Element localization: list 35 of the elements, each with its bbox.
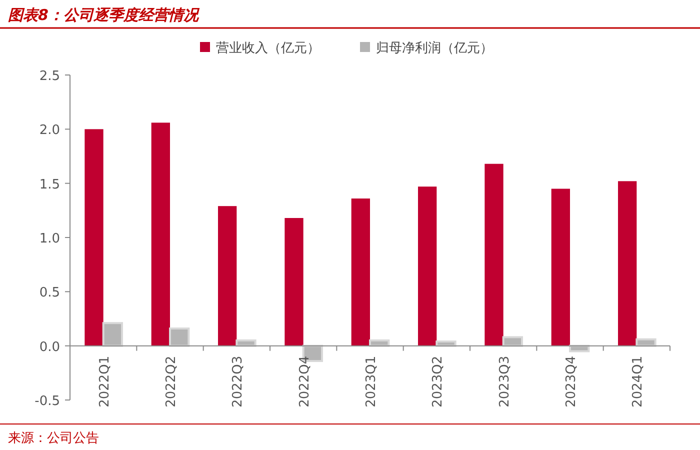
legend-label: 营业收入（亿元） [216,41,320,56]
x-tick-label: 2022Q1 [97,356,112,408]
x-tick-label: 2023Q4 [564,356,579,408]
bar [169,328,190,347]
bar [284,218,304,346]
legend-label: 归母净利润（亿元） [376,41,493,56]
x-tick-label: 2024Q1 [630,356,646,408]
source-note: 来源：公司公告 [8,431,99,446]
bar [484,164,504,346]
bar [102,322,123,347]
x-tick-label: 2023Q1 [364,356,379,408]
bar [618,181,637,346]
bar [236,339,256,347]
bar [351,198,370,346]
y-tick-label: 0.5 [39,286,60,301]
y-tick-label: 1.0 [39,232,60,246]
y-tick-label: -0.5 [34,394,60,409]
y-tick-label: 2.5 [39,69,60,84]
bar [418,186,437,346]
x-tick-label: 2023Q3 [497,356,512,408]
x-tick-label: 2023Q2 [430,356,446,408]
y-tick-label: 0.0 [39,340,60,355]
bar [84,129,104,346]
bar [551,188,570,346]
bar [502,336,523,347]
y-tick-label: 1.5 [39,177,60,192]
chart-title: 图表8：公司逐季度经营情况 [8,6,200,24]
x-tick-label: 2022Q2 [164,356,179,408]
x-tick-label: 2022Q3 [230,356,246,408]
bar [636,338,656,347]
bar [218,206,237,346]
y-tick-label: 2.0 [39,123,60,138]
bar [436,340,456,347]
bar [151,122,170,346]
x-tick-label: 2022Q4 [297,356,312,408]
